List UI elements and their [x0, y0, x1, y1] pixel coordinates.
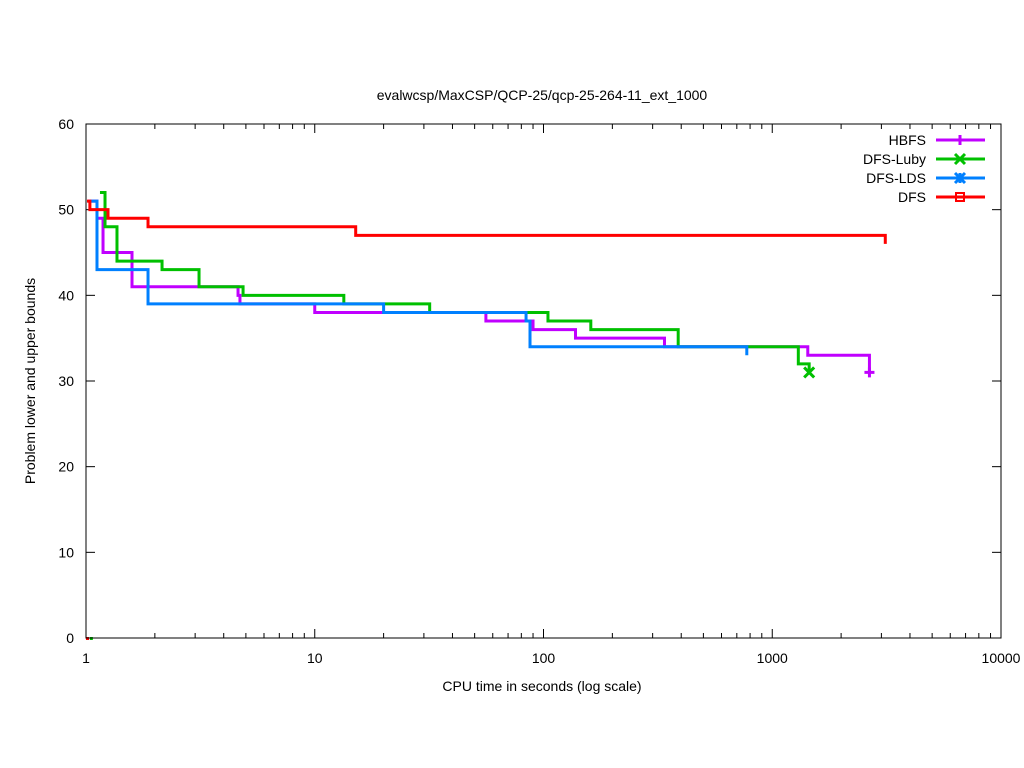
series-line-dfs	[86, 199, 887, 244]
legend-label: DFS-LDS	[866, 170, 926, 186]
y-tick-label: 20	[58, 459, 74, 475]
end-marker	[864, 367, 875, 378]
y-tick-label: 50	[58, 202, 74, 218]
y-tick-label: 30	[58, 373, 74, 389]
y-tick-label: 0	[66, 630, 74, 646]
star-marker	[953, 171, 967, 185]
legend-marker	[953, 152, 967, 166]
cross-marker	[953, 152, 967, 166]
legend-label: DFS	[898, 189, 926, 205]
legend-label: DFS-Luby	[863, 151, 926, 167]
plus-marker	[864, 367, 875, 378]
y-tick-label: 60	[58, 116, 74, 132]
x-tick-label: 1000	[757, 650, 788, 666]
legend-marker	[955, 135, 965, 145]
x-tick-label: 10	[307, 650, 323, 666]
axis-ticks: 0 10 20 30 40 50 60 1 10 100 1000 10000	[58, 116, 1020, 666]
x-axis-label: CPU time in seconds (log scale)	[442, 678, 641, 694]
plot-frame	[85, 123, 1002, 639]
series-line-dfs-lds	[89, 199, 749, 356]
plus-marker	[955, 135, 965, 145]
x-tick-label: 10000	[982, 650, 1021, 666]
legend: HBFS DFS-Luby DFS-LDS DFS	[863, 132, 985, 205]
legend-label: HBFS	[889, 132, 926, 148]
y-tick-label: 40	[58, 287, 74, 303]
series-group	[85, 191, 887, 640]
chart-title: evalwcsp/MaxCSP/QCP-25/qcp-25-264-11_ext…	[377, 87, 708, 103]
x-tick-label: 100	[532, 650, 556, 666]
y-tick-label: 10	[58, 544, 74, 560]
end-marker	[803, 366, 816, 379]
legend-marker	[955, 192, 965, 202]
cross-marker	[803, 366, 816, 379]
y-axis-label: Problem lower and upper bounds	[22, 278, 38, 484]
square-marker	[955, 192, 965, 202]
x-tick-label: 1	[82, 650, 90, 666]
legend-marker	[953, 171, 967, 185]
